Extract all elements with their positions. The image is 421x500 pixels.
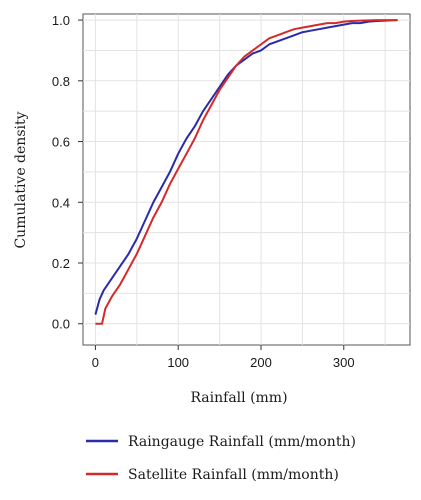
x-axis-ticks: 0 100 200 300 bbox=[92, 345, 355, 370]
y-axis-label: Cumulative density bbox=[13, 111, 29, 248]
x-axis-label: Rainfall (mm) bbox=[190, 390, 287, 406]
series-lines bbox=[94, 19, 398, 325]
grid bbox=[83, 14, 410, 345]
y-axis-ticks: 0.0 0.2 0.4 0.6 0.8 1.0 bbox=[52, 13, 83, 332]
legend: Raingauge Rainfall (mm/month) Satellite R… bbox=[86, 434, 356, 483]
y-tick-label: 1.0 bbox=[52, 13, 70, 28]
x-tick-label: 100 bbox=[167, 355, 189, 370]
plot-area bbox=[82, 13, 411, 346]
x-tick-label: 200 bbox=[250, 355, 272, 370]
legend-label: Raingauge Rainfall (mm/month) bbox=[128, 434, 356, 450]
y-tick-label: 0.8 bbox=[52, 74, 70, 89]
x-tick-label: 300 bbox=[333, 355, 355, 370]
series-line bbox=[95, 19, 398, 325]
series-line bbox=[94, 19, 398, 315]
x-tick-label: 0 bbox=[92, 355, 99, 370]
y-tick-label: 0.6 bbox=[52, 135, 70, 150]
legend-label: Satellite Rainfall (mm/month) bbox=[128, 467, 339, 483]
y-tick-label: 0.0 bbox=[52, 317, 70, 332]
y-tick-label: 0.2 bbox=[52, 256, 70, 271]
y-tick-label: 0.4 bbox=[52, 195, 70, 210]
